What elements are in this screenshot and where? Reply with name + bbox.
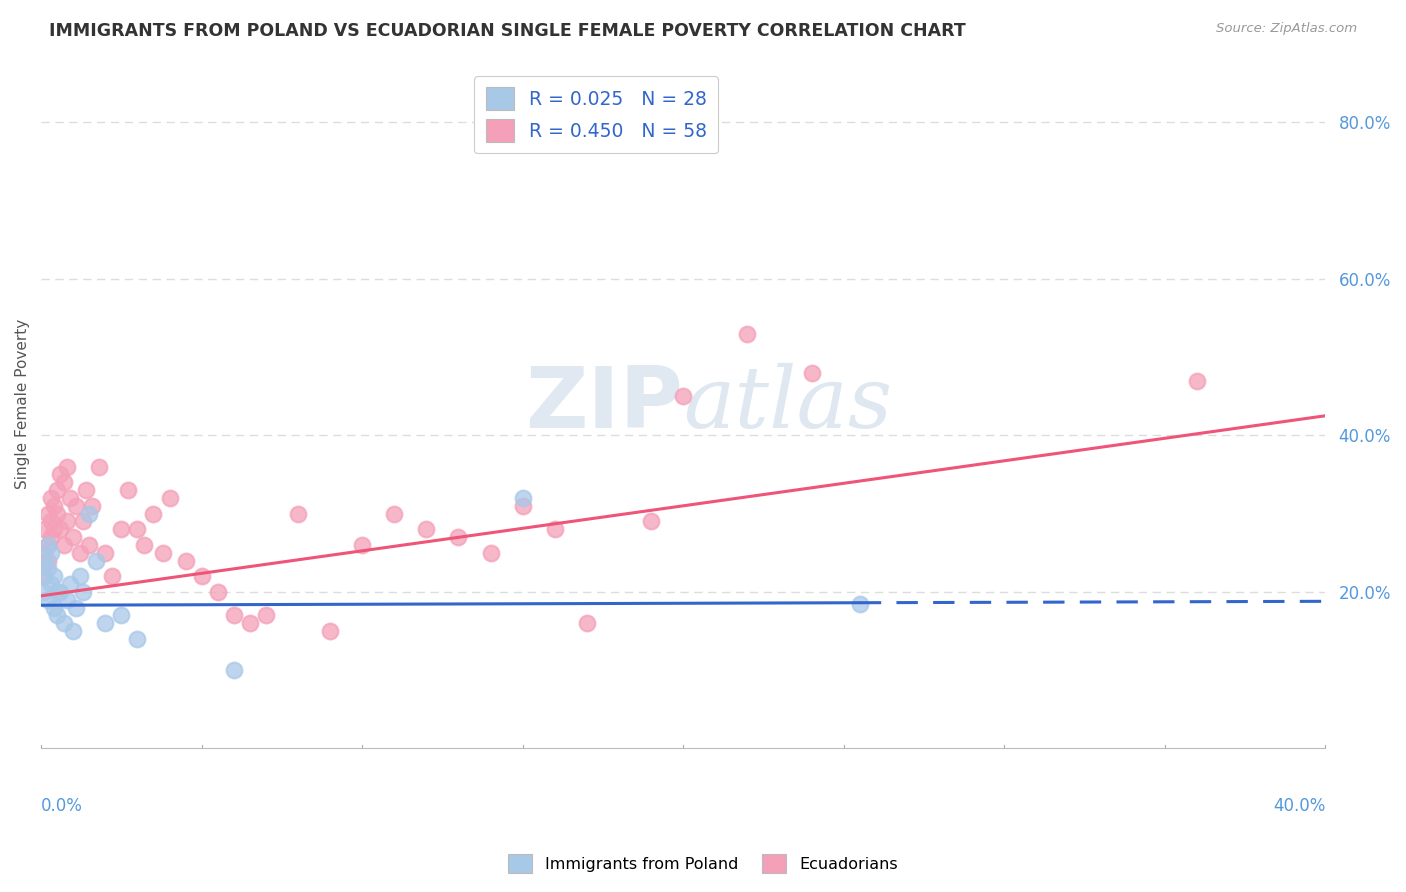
Point [152, 546, 174, 560]
Point [319, 624, 342, 638]
Point [142, 507, 165, 521]
Point [84, 553, 107, 567]
Point [56, 459, 79, 474]
Point [69, 569, 91, 583]
Point [479, 546, 502, 560]
Point [190, 569, 212, 583]
Legend: R = 0.025   N = 28, R = 0.450   N = 58: R = 0.025 N = 28, R = 0.450 N = 58 [474, 76, 718, 153]
Point [46, 483, 69, 497]
Text: ZIP: ZIP [526, 362, 683, 445]
Point [207, 585, 229, 599]
Point [849, 597, 872, 611]
Point [512, 499, 534, 513]
Point [87, 459, 110, 474]
Point [287, 507, 309, 521]
Point [34, 585, 56, 599]
Point [512, 491, 534, 505]
Point [42, 569, 65, 583]
Point [39, 546, 62, 560]
Point [37, 507, 59, 521]
Point [672, 389, 695, 403]
Point [117, 483, 139, 497]
Point [37, 538, 59, 552]
Point [254, 608, 277, 623]
Point [46, 507, 69, 521]
Point [49, 522, 72, 536]
Point [94, 546, 117, 560]
Text: Source: ZipAtlas.com: Source: ZipAtlas.com [1216, 22, 1357, 36]
Point [77, 538, 100, 552]
Point [62, 624, 84, 638]
Point [352, 538, 374, 552]
Point [34, 553, 56, 567]
Point [447, 530, 470, 544]
Point [49, 467, 72, 482]
Point [65, 600, 87, 615]
Point [382, 507, 405, 521]
Point [110, 522, 132, 536]
Point [174, 553, 197, 567]
Point [737, 326, 759, 341]
Point [800, 366, 823, 380]
Point [56, 515, 79, 529]
Point [52, 475, 75, 490]
Point [42, 522, 65, 536]
Point [42, 499, 65, 513]
Point [72, 585, 94, 599]
Point [34, 569, 56, 583]
Point [39, 491, 62, 505]
Point [132, 538, 155, 552]
Point [52, 616, 75, 631]
Point [82, 499, 104, 513]
Point [42, 600, 65, 615]
Point [77, 507, 100, 521]
Point [37, 553, 59, 567]
Point [222, 663, 245, 677]
Point [37, 538, 59, 552]
Point [575, 616, 598, 631]
Point [34, 569, 56, 583]
Point [39, 530, 62, 544]
Point [46, 608, 69, 623]
Point [52, 538, 75, 552]
Point [415, 522, 437, 536]
Point [34, 522, 56, 536]
Point [39, 515, 62, 529]
Y-axis label: Single Female Poverty: Single Female Poverty [15, 319, 30, 489]
Point [65, 499, 87, 513]
Point [239, 616, 262, 631]
Point [37, 592, 59, 607]
Point [127, 522, 149, 536]
Point [544, 522, 567, 536]
Point [159, 491, 181, 505]
Point [110, 608, 132, 623]
Point [39, 577, 62, 591]
Point [640, 515, 662, 529]
Text: 0.0%: 0.0% [41, 797, 83, 814]
Text: 40.0%: 40.0% [1272, 797, 1326, 814]
Point [222, 608, 245, 623]
Point [100, 569, 122, 583]
Legend: Immigrants from Poland, Ecuadorians: Immigrants from Poland, Ecuadorians [502, 847, 904, 880]
Text: atlas: atlas [683, 363, 893, 445]
Point [1185, 374, 1208, 388]
Text: IMMIGRANTS FROM POLAND VS ECUADORIAN SINGLE FEMALE POVERTY CORRELATION CHART: IMMIGRANTS FROM POLAND VS ECUADORIAN SIN… [49, 22, 966, 40]
Point [69, 546, 91, 560]
Point [46, 585, 69, 599]
Point [62, 530, 84, 544]
Point [94, 616, 117, 631]
Point [59, 577, 82, 591]
Point [34, 546, 56, 560]
Point [56, 592, 79, 607]
Point [75, 483, 97, 497]
Point [72, 515, 94, 529]
Point [59, 491, 82, 505]
Point [37, 561, 59, 575]
Point [127, 632, 149, 646]
Point [49, 585, 72, 599]
